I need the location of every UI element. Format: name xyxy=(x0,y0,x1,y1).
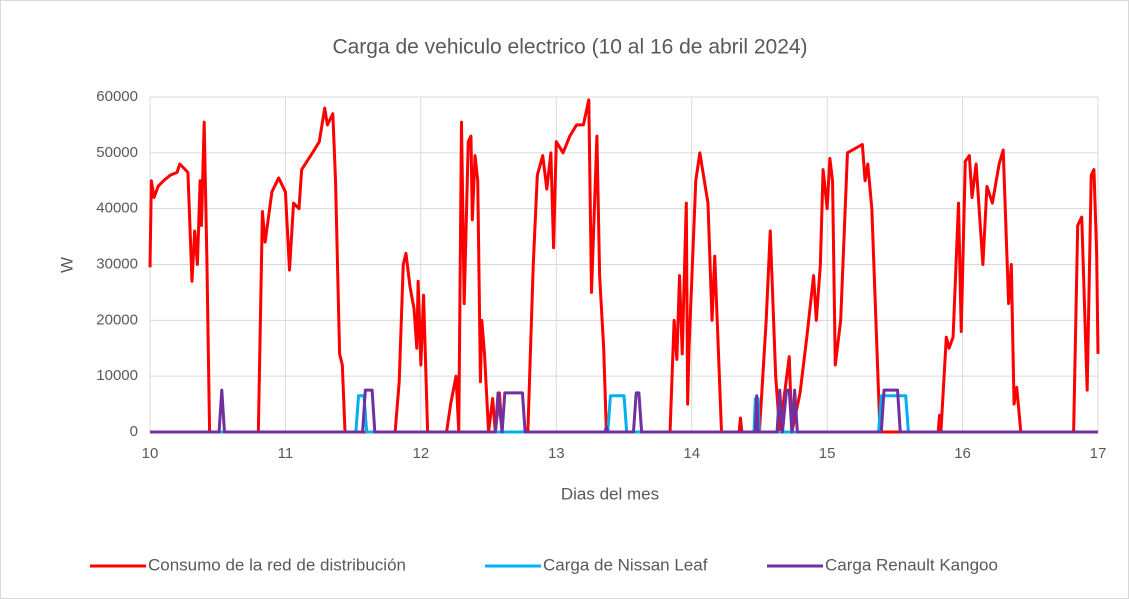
x-tick-label: 12 xyxy=(413,445,430,462)
legend-label: Consumo de la red de distribución xyxy=(148,555,406,574)
x-tick-label: 11 xyxy=(278,445,294,462)
x-tick-label: 17 xyxy=(1090,445,1107,462)
chart-title: Carga de vehiculo electrico (10 al 16 de… xyxy=(332,36,807,59)
y-tick-label: 10000 xyxy=(96,367,138,384)
x-tick-label: 16 xyxy=(954,445,971,462)
x-tick-label: 15 xyxy=(819,445,836,462)
x-tick-label: 14 xyxy=(683,445,700,462)
legend-label: Carga de Nissan Leaf xyxy=(543,555,708,574)
legend-label: Carga Renault Kangoo xyxy=(825,555,998,574)
line-series xyxy=(148,98,1100,434)
y-tick-label: 0 xyxy=(130,423,138,440)
y-tick-label: 30000 xyxy=(96,255,138,272)
x-axis-label: Dias del mes xyxy=(561,484,659,503)
x-tick-label: 10 xyxy=(142,445,159,462)
y-tick-label: 40000 xyxy=(96,200,138,217)
y-tick-label: 60000 xyxy=(96,88,138,105)
y-tick-label: 20000 xyxy=(96,311,138,328)
y-tick-label: 50000 xyxy=(96,144,138,161)
x-tick-label: 13 xyxy=(548,445,565,462)
y-axis-label: W xyxy=(57,257,76,273)
line-series xyxy=(150,388,1098,434)
